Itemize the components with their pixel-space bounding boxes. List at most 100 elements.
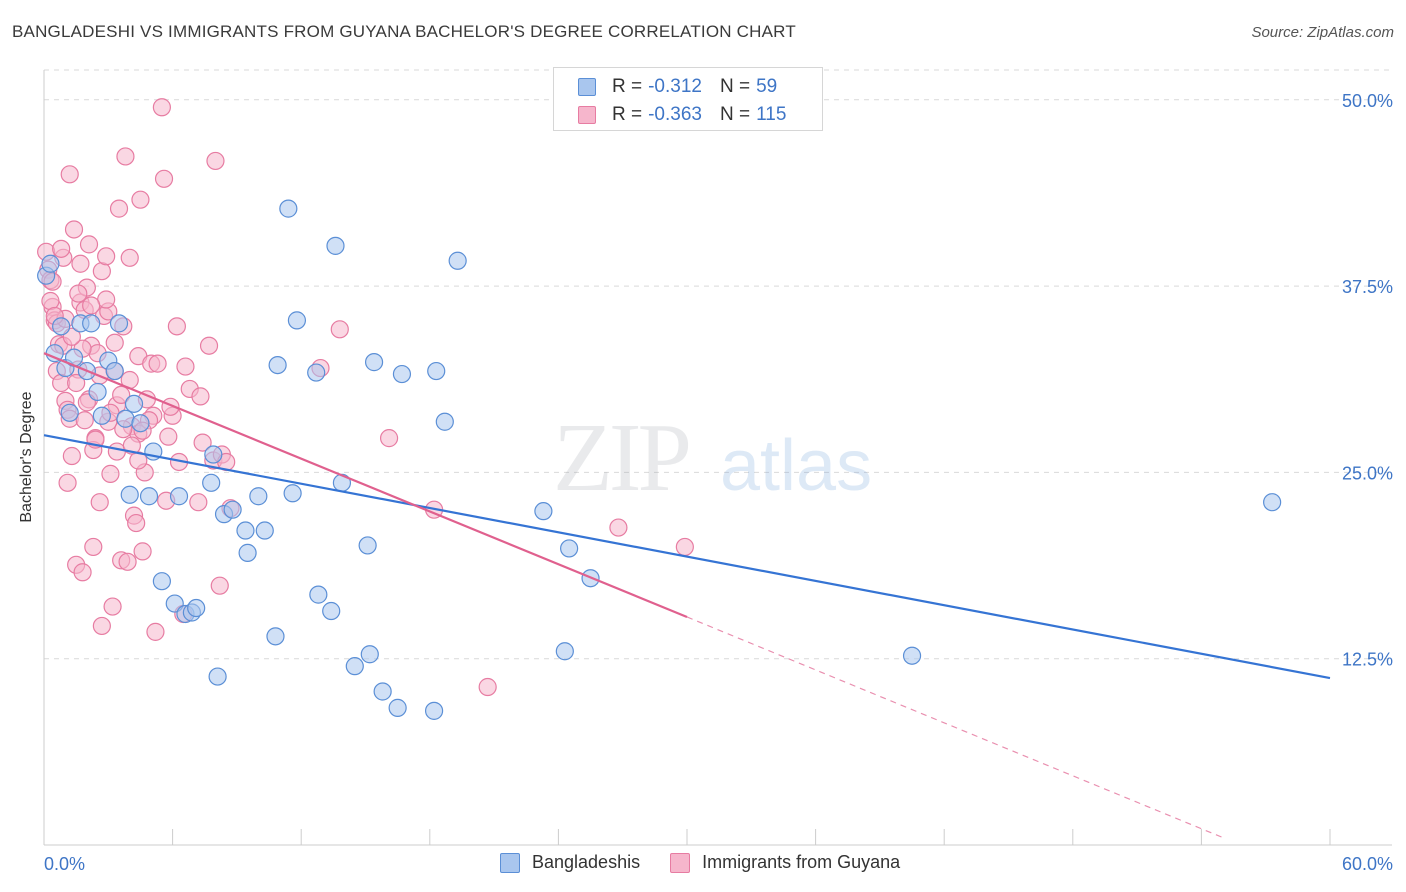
data-point-guyana: [90, 493, 109, 512]
data-point-bangladeshi: [204, 445, 223, 464]
data-point-bangladeshi: [360, 645, 379, 664]
data-point-bangladeshi: [41, 254, 60, 273]
data-point-guyana: [97, 247, 116, 266]
y-tick-label: 37.5%: [1342, 277, 1393, 297]
y-tick-label: 50.0%: [1342, 91, 1393, 111]
data-point-bangladeshi: [345, 657, 364, 676]
data-point-bangladeshi: [223, 500, 242, 519]
stats-legend: R = -0.312 N = 59 R = -0.363 N = 115: [553, 67, 823, 131]
data-point-bangladeshi: [283, 484, 302, 503]
data-point-guyana: [131, 190, 150, 209]
x-tick-label: 0.0%: [44, 854, 85, 874]
y-axis-label: Bachelor's Degree: [18, 391, 35, 523]
data-point-guyana: [379, 429, 399, 448]
legend-swatch-pink: [670, 852, 691, 873]
data-point-bangladeshi: [279, 199, 298, 218]
legend-item-guyana[interactable]: Immigrants from Guyana: [670, 852, 900, 873]
data-point-guyana: [62, 446, 81, 466]
legend-item-bangladeshis[interactable]: Bangladeshis: [500, 852, 640, 873]
data-point-guyana: [109, 199, 129, 218]
data-point-guyana: [609, 518, 628, 537]
legend-row-guyana: R = -0.363 N = 115: [578, 103, 786, 127]
data-point-bangladeshi: [448, 251, 467, 270]
data-point-guyana: [67, 373, 86, 393]
data-point-bangladeshi: [266, 627, 285, 646]
data-point-guyana: [58, 473, 77, 492]
data-point-bangladeshi: [120, 485, 139, 504]
data-point-bangladeshi: [60, 403, 79, 422]
x-tick-label: 60.0%: [1342, 854, 1393, 874]
data-point-bangladeshi: [105, 361, 124, 381]
data-point-guyana: [120, 248, 139, 267]
data-point-bangladeshi: [560, 539, 579, 558]
data-point-bangladeshi: [82, 314, 101, 333]
grid-lines: [44, 69, 1392, 660]
legend-n-label: N =: [719, 104, 751, 125]
series-bangladeshis-points: [37, 199, 1282, 720]
data-point-guyana: [167, 317, 186, 336]
data-point-guyana: [105, 333, 124, 352]
trend-line-guyana-extension: [686, 616, 1224, 839]
legend-r-label: R =: [612, 76, 643, 97]
watermark: ZIP atlas: [553, 404, 872, 512]
data-point-bangladeshi: [555, 642, 574, 661]
data-point-guyana: [118, 552, 137, 571]
data-point-bangladeshi: [435, 412, 454, 431]
chart-title: BANGLADESHI VS IMMIGRANTS FROM GUYANA BA…: [12, 22, 796, 41]
data-point-guyana: [133, 542, 152, 561]
data-point-bangladeshi: [52, 317, 71, 336]
data-point-bangladeshi: [392, 364, 412, 384]
watermark-atlas: atlas: [720, 426, 872, 506]
legend-n-label: N =: [719, 76, 751, 97]
data-point-guyana: [92, 616, 111, 636]
data-point-guyana: [176, 357, 195, 376]
data-point-bangladeshi: [364, 353, 384, 372]
data-point-guyana: [92, 262, 111, 281]
data-point-bangladeshi: [236, 521, 255, 540]
data-point-guyana: [60, 165, 79, 184]
y-tick-label: 12.5%: [1342, 650, 1393, 670]
data-point-guyana: [152, 98, 171, 117]
data-point-bangladeshi: [152, 572, 171, 591]
legend-n-value: 115: [756, 104, 787, 125]
data-point-bangladeshi: [187, 598, 206, 618]
data-point-guyana: [154, 169, 174, 188]
data-point-guyana: [127, 513, 146, 533]
data-point-guyana: [71, 254, 90, 273]
data-point-bangladeshi: [116, 409, 135, 428]
data-point-bangladeshi: [902, 646, 922, 665]
legend-r-label: R =: [612, 104, 643, 125]
data-point-bangladeshi: [268, 355, 287, 375]
data-point-bangladeshi: [326, 236, 345, 255]
data-point-guyana: [75, 411, 94, 430]
data-point-bangladeshi: [373, 682, 392, 701]
axes: [43, 70, 1392, 846]
data-point-bangladeshi: [169, 487, 189, 506]
data-point-bangladeshi: [131, 414, 150, 433]
data-point-guyana: [69, 284, 88, 303]
trend-line-bangladeshis: [43, 434, 1331, 680]
data-point-guyana: [84, 537, 103, 557]
trend-line-guyana: [43, 352, 688, 618]
data-point-bangladeshi: [287, 311, 307, 330]
data-point-bangladeshi: [124, 394, 144, 413]
data-point-bangladeshi: [88, 382, 107, 402]
data-point-guyana: [112, 385, 131, 405]
legend-label-bangladeshis: Bangladeshis: [532, 852, 641, 872]
legend-n-value: 59: [756, 76, 778, 97]
legend-row-bangladeshis: R = -0.312 N = 59: [578, 75, 777, 99]
data-point-bangladeshi: [534, 502, 553, 521]
legend-r-value: -0.312: [648, 76, 702, 97]
data-point-bangladeshi: [424, 701, 444, 720]
legend-label-guyana: Immigrants from Guyana: [702, 852, 901, 872]
data-point-guyana: [41, 291, 60, 311]
data-point-guyana: [206, 151, 225, 171]
data-point-guyana: [148, 354, 167, 373]
data-point-bangladeshi: [92, 406, 111, 425]
data-point-bangladeshi: [322, 601, 341, 621]
data-point-bangladeshi: [427, 361, 446, 381]
data-point-bangladeshi: [388, 698, 407, 717]
data-point-guyana: [101, 464, 120, 483]
data-point-bangladeshi: [139, 487, 159, 506]
data-point-guyana: [191, 387, 210, 406]
